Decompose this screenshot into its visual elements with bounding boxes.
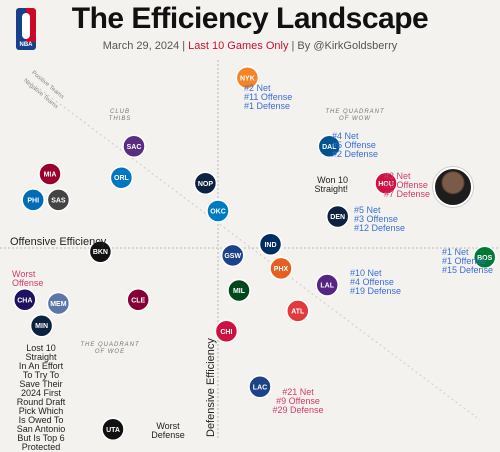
subtitle-author: | By @KirkGoldsberry <box>291 40 398 52</box>
nba-logo-text: NBA <box>16 42 36 50</box>
team-logo-label-atl: ATL <box>291 308 305 315</box>
team-logo-atl <box>286 299 310 323</box>
nba-logo: NBA <box>16 8 36 50</box>
quadrant-top-left-label: CLUB THIBS <box>108 109 132 122</box>
team-logo-label-mem: MEM <box>50 301 67 308</box>
team-logo-label-sac: SAC <box>127 144 142 151</box>
team-logo-dal <box>317 134 342 158</box>
team-logo-ind <box>258 232 283 257</box>
team-logo-label-sas: SAS <box>51 197 66 204</box>
team-logo-okc <box>206 199 230 223</box>
team-logo-label-gsw: GSW <box>224 253 241 260</box>
annotation-bos: #1 Net #1 Offense #15 Defense <box>442 247 494 275</box>
team-logo-nop <box>193 171 218 195</box>
team-logo-chi <box>214 319 239 343</box>
team-logo-label-lal: LAL <box>320 283 334 290</box>
team-logo-phx <box>269 256 293 281</box>
team-logo-label-orl: ORL <box>114 175 130 182</box>
team-logo-label-ind: IND <box>264 242 276 249</box>
data-points: NYK SAC DAL MIA ORL NOP HOU PHI SAS OKC DEN BKN IND D… <box>13 66 497 440</box>
team-logo-phi <box>21 188 45 212</box>
team-logo-bkn <box>88 239 113 264</box>
team-logo-cha <box>13 288 37 312</box>
team-logo-den <box>325 204 350 229</box>
team-logo-lal <box>315 273 339 297</box>
subtitle-highlight: Last 10 Games Only <box>188 40 289 52</box>
page-subtitle: March 29, 2024 | Last 10 Games Only | By… <box>0 40 500 52</box>
subtitle-date: March 29, 2024 | <box>102 40 186 52</box>
team-logo-label-okc: OKC <box>210 209 226 216</box>
coach-avatar <box>433 167 473 207</box>
annotation-lac: #21 Net #9 Offense #29 Defense <box>272 387 324 415</box>
diagonal-line <box>27 79 481 421</box>
team-logo-label-dal: DAL <box>322 144 337 151</box>
team-logo-uta <box>101 417 125 440</box>
team-logo-label-nop: NOP <box>198 181 214 188</box>
annotation-dal: #4 Net #5 Offense #2 Defense <box>332 131 379 159</box>
annotation-hou-note: Won 10 Straight! <box>314 175 348 194</box>
annotation-nyk: #2 Net #11 Offense #1 Defense <box>244 83 293 111</box>
annotation-den: #5 Net #3 Offense #12 Defense <box>354 205 406 233</box>
team-logo-mil <box>227 278 251 303</box>
team-logo-hou <box>374 171 398 195</box>
team-logo-mem <box>46 291 71 316</box>
team-logo-sac <box>122 134 146 158</box>
annotation-hou: #3 Net #2 Offense #7 Defense <box>384 171 431 199</box>
team-logo-label-cle: CLE <box>131 297 145 304</box>
team-logo-orl <box>109 165 134 190</box>
quadrant-bottom-left-label: THE QUADRANT OF WOE <box>80 342 140 355</box>
annotation-uta: Worst Defense <box>151 421 185 440</box>
team-logo-label-phi: PHI <box>27 197 39 204</box>
x-axis-title: Offensive Efficiency <box>10 236 107 248</box>
team-logo-label-mia: MIA <box>44 172 57 179</box>
quadrant-top-right-label: THE QUADRANT OF WOW <box>325 109 385 122</box>
team-logo-label-hou: HOU <box>378 181 394 188</box>
team-logo-label-cha: CHA <box>17 297 32 304</box>
annotation-por: Lost 10 Straight In An Effort To Try To … <box>16 343 66 452</box>
team-logo-label-chi: CHI <box>220 329 232 336</box>
team-logo-label-mil: MIL <box>233 288 246 295</box>
team-logo-nyk <box>235 66 260 90</box>
team-logo-label-nyk: NYK <box>240 75 255 82</box>
team-logo-mia <box>38 162 62 186</box>
team-logo-label-phx: PHX <box>274 266 289 273</box>
team-logo-gsw <box>220 243 245 268</box>
team-logo-label-min: MIN <box>35 323 48 330</box>
team-logo-min <box>29 313 54 338</box>
y-axis-title: Defensive Efficiency <box>205 338 217 437</box>
team-logo-label-den: DEN <box>330 214 345 221</box>
annotation-det: Worst Offense <box>12 269 44 288</box>
page-title: The Efficiency Landscape <box>71 2 429 35</box>
team-logo-cle <box>126 288 150 312</box>
team-logo-label-bkn: BKN <box>93 249 108 256</box>
team-logo-bos <box>472 245 497 269</box>
annotation-lal: #10 Net #4 Offense #19 Defense <box>350 268 402 296</box>
team-logo-label-uta: UTA <box>106 427 120 434</box>
team-logo-label-lac: LAC <box>253 384 267 391</box>
team-logo-lac <box>248 375 272 399</box>
scatter-chart: NYK SAC DAL MIA ORL NOP HOU PHI SAS OKC DEN BKN IND D… <box>0 60 500 440</box>
team-logo-sas <box>46 188 71 212</box>
team-logo-label-bos: BOS <box>477 255 493 262</box>
